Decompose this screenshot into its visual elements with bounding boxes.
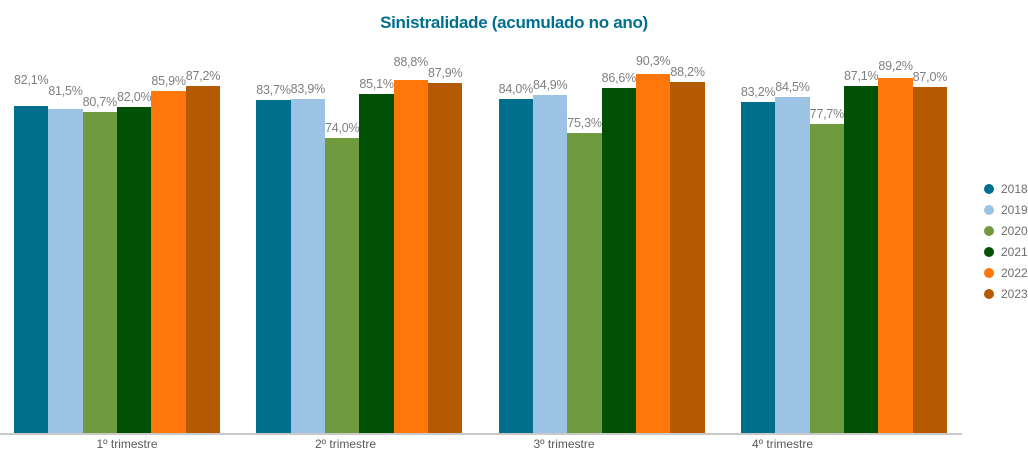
bar-2018-t1 bbox=[14, 106, 49, 433]
legend-label: 2021 bbox=[1001, 244, 1028, 259]
bar-value-label: 83,7% bbox=[256, 82, 291, 97]
bar-2019-t3 bbox=[533, 95, 568, 433]
legend-item: 2022 bbox=[984, 262, 1028, 283]
legend-dot bbox=[984, 288, 994, 299]
bar-value-label: 84,0% bbox=[498, 81, 534, 96]
bar-value-label: 86,6% bbox=[601, 71, 637, 86]
bar-value-label: 88,8% bbox=[393, 55, 429, 70]
legend-item: 2019 bbox=[984, 199, 1028, 220]
legend-label: 2022 bbox=[1001, 265, 1028, 280]
bar-value-label: 87,0% bbox=[912, 69, 948, 84]
bar-2022-t2 bbox=[393, 79, 429, 433]
bar-2021-t4 bbox=[844, 86, 879, 433]
bar-value-label: 83,9% bbox=[290, 82, 326, 97]
bar-2020-t2 bbox=[325, 138, 360, 433]
bar-2018-t4 bbox=[740, 101, 776, 433]
x-axis-label: 3º trimestre bbox=[533, 437, 595, 451]
bar-value-label: 82,0% bbox=[116, 89, 152, 104]
bar-value-label: 81,5% bbox=[48, 83, 83, 98]
bar-value-label: 82,1% bbox=[13, 72, 49, 87]
bar-2023-t1 bbox=[185, 85, 221, 433]
x-axis-label: 1º trimestre bbox=[96, 437, 158, 451]
bar-2022-t3 bbox=[636, 73, 671, 433]
bar-2022-t1 bbox=[151, 91, 186, 433]
bar-2019-t1 bbox=[48, 108, 83, 433]
bar-value-label: 80,7% bbox=[82, 94, 118, 109]
legend-dot bbox=[984, 246, 994, 257]
bar-value-label: 90,3% bbox=[636, 53, 671, 68]
x-axis-label: 4º trimestre bbox=[751, 437, 814, 451]
bar-2020-t1 bbox=[82, 111, 118, 433]
bar-value-label: 75,3% bbox=[567, 116, 602, 131]
legend-item: 2020 bbox=[984, 220, 1028, 241]
bar-2023-t3 bbox=[670, 81, 705, 433]
bar-2020-t3 bbox=[567, 133, 602, 433]
bar-2018-t3 bbox=[498, 98, 533, 433]
bar-2023-t2 bbox=[428, 83, 463, 433]
legend-label: 2023 bbox=[1001, 286, 1028, 301]
bar-2018-t2 bbox=[256, 99, 291, 433]
legend-label: 2020 bbox=[1001, 223, 1028, 238]
bar-value-label: 87,2% bbox=[185, 68, 221, 83]
bar-2021-t3 bbox=[601, 88, 637, 433]
bar-value-label: 88,2% bbox=[670, 64, 705, 79]
bar-2019-t4 bbox=[775, 96, 810, 433]
legend-item: 2023 bbox=[984, 283, 1028, 304]
bar-value-label: 84,5% bbox=[775, 79, 810, 94]
legend-dot bbox=[984, 225, 994, 236]
bar-value-label: 83,2% bbox=[740, 84, 776, 99]
legend-dot bbox=[984, 204, 994, 215]
bar-2020-t4 bbox=[809, 123, 845, 433]
x-axis-line bbox=[0, 433, 962, 435]
chart-title: Sinistralidade (acumulado no ano) bbox=[380, 13, 648, 32]
bar-2023-t4 bbox=[912, 86, 948, 433]
bar-2022-t4 bbox=[878, 77, 913, 433]
bar-value-label: 87,9% bbox=[428, 66, 463, 81]
legend-dot bbox=[984, 267, 994, 278]
legend-item: 2018 bbox=[984, 178, 1028, 199]
legend-label: 2019 bbox=[1001, 202, 1028, 217]
legend-label: 2018 bbox=[1001, 181, 1028, 196]
legend: 2018 2019 2020 2021 2022 2023 bbox=[984, 178, 1028, 304]
bar-value-label: 85,9% bbox=[151, 74, 186, 89]
bar-value-label: 89,2% bbox=[878, 58, 913, 73]
bar-2021-t1 bbox=[117, 106, 152, 433]
legend-item: 2021 bbox=[984, 241, 1028, 262]
bar-value-label: 77,7% bbox=[809, 106, 845, 121]
bar-2021-t2 bbox=[359, 94, 394, 433]
bar-value-label: 87,1% bbox=[843, 69, 879, 84]
bar-value-label: 74,0% bbox=[324, 121, 360, 136]
legend-dot bbox=[984, 183, 994, 194]
x-axis-label: 2º trimestre bbox=[314, 437, 377, 451]
bar-value-label: 84,9% bbox=[532, 78, 568, 93]
bar-value-label: 85,1% bbox=[359, 77, 394, 92]
bar-2019-t2 bbox=[290, 99, 326, 433]
